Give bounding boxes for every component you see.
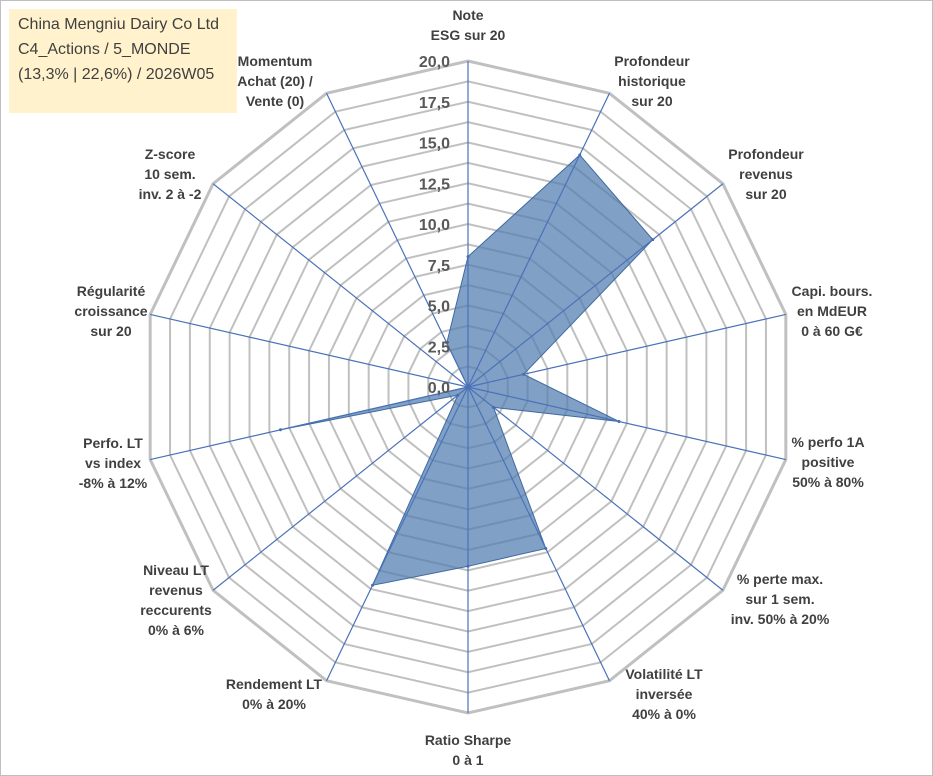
axis-label-9: Rendement LT 0% à 20% bbox=[226, 676, 323, 712]
spoke-9 bbox=[326, 386, 469, 681]
axis-label-line: Profondeur bbox=[614, 53, 690, 69]
spoke-6 bbox=[467, 386, 724, 591]
axis-label-line: Ratio Sharpe bbox=[425, 732, 512, 748]
axis-label-line: sur 20 bbox=[631, 93, 672, 109]
radar-spokes bbox=[150, 61, 786, 713]
axis-label-10: Niveau LT revenus reccurents 0% à 6% bbox=[140, 562, 212, 638]
axis-label-line: inversée bbox=[636, 686, 693, 702]
axis-label-5: % perfo 1A positive 50% à 80% bbox=[791, 434, 864, 490]
axis-label-line: Niveau LT bbox=[143, 562, 209, 578]
spoke-10 bbox=[212, 386, 469, 591]
axis-label-line: ESG sur 20 bbox=[431, 27, 506, 43]
axis-label-line: 40% à 0% bbox=[632, 706, 696, 722]
axis-label-line: Profondeur bbox=[728, 146, 804, 162]
axis-label-line: Z-score bbox=[145, 146, 196, 162]
axis-label-line: vs index bbox=[85, 455, 141, 471]
spoke-5 bbox=[467, 386, 786, 461]
axis-label-line: % perfo 1A bbox=[791, 434, 864, 450]
axis-label-line: Note bbox=[452, 7, 483, 23]
chart-title-line-3: (13,3% | 22,6%) / 2026W05 bbox=[18, 66, 215, 83]
tick-label: 15,0 bbox=[419, 136, 450, 153]
tick-label: 5,0 bbox=[428, 299, 450, 316]
spoke-3 bbox=[467, 183, 724, 388]
axis-label-line: 50% à 80% bbox=[792, 474, 864, 490]
tick-label: 2,5 bbox=[428, 339, 450, 356]
axis-labels: Note ESG sur 20 Profondeur historique sur 20… bbox=[74, 7, 872, 768]
axis-label-line: Perfo. LT bbox=[83, 435, 143, 451]
chart-title-line-1: China Mengniu Dairy Co Ltd bbox=[18, 16, 219, 33]
axis-label-2: Profondeur historique sur 20 bbox=[614, 53, 690, 109]
axis-label-line: inv. 2 à -2 bbox=[139, 186, 202, 202]
axis-label-7: Volatilité LT inversée 40% à 0% bbox=[625, 666, 703, 722]
axis-label-13: Z-score 10 sem. inv. 2 à -2 bbox=[139, 146, 202, 202]
spoke-12 bbox=[150, 313, 469, 388]
axis-label-line: historique bbox=[618, 73, 686, 89]
axis-label-line: Volatilité LT bbox=[625, 666, 703, 682]
series-area-1 bbox=[280, 154, 654, 586]
axis-label-line: croissance bbox=[74, 303, 147, 319]
axis-label-line: inv. 50% à 20% bbox=[731, 611, 830, 627]
axis-label-line: Achat (20) / bbox=[237, 73, 313, 89]
tick-label: 20,0 bbox=[419, 54, 450, 71]
axis-label-line: revenus bbox=[739, 166, 793, 182]
axis-label-line: sur 1 sem. bbox=[745, 591, 814, 607]
axis-label-line: revenus bbox=[149, 582, 203, 598]
spoke-7 bbox=[467, 386, 610, 681]
axis-label-line: % perte max. bbox=[737, 571, 823, 587]
axis-label-line: Vente (0) bbox=[246, 93, 304, 109]
axis-label-14: Momentum Achat (20) / Vente (0) bbox=[237, 53, 313, 109]
spoke-11 bbox=[150, 386, 469, 461]
tick-label: 10,0 bbox=[419, 217, 450, 234]
axis-label-line: en MdEUR bbox=[797, 303, 867, 319]
chart-title-box: China Mengniu Dairy Co Ltd C4_Actions / … bbox=[9, 9, 237, 113]
tick-label: 17,5 bbox=[419, 95, 450, 112]
axis-label-line: Capi. bours. bbox=[792, 283, 873, 299]
tick-label: 0,0 bbox=[428, 380, 450, 397]
axis-label-line: 0 à 60 G€ bbox=[801, 323, 863, 339]
axis-label-line: Rendement LT bbox=[226, 676, 323, 692]
axis-label-line: 0% à 6% bbox=[148, 622, 205, 638]
axis-label-1: Note ESG sur 20 bbox=[431, 7, 506, 43]
axis-label-line: Momentum bbox=[238, 53, 313, 69]
spoke-14 bbox=[326, 93, 469, 388]
axis-label-line: sur 20 bbox=[90, 323, 131, 339]
axis-label-8: Ratio Sharpe 0 à 1 bbox=[425, 732, 512, 768]
axis-label-line: 0 à 1 bbox=[452, 752, 483, 768]
axis-label-line: -8% à 12% bbox=[79, 475, 148, 491]
axis-label-6: % perte max. sur 1 sem. inv. 50% à 20% bbox=[731, 571, 830, 627]
axis-label-line: Régularité bbox=[77, 283, 146, 299]
chart-title-line-2: C4_Actions / 5_MONDE bbox=[18, 41, 191, 58]
tick-label: 7,5 bbox=[428, 258, 450, 275]
axis-label-4: Capi. bours. en MdEUR 0 à 60 G€ bbox=[792, 283, 873, 339]
axis-label-line: 10 sem. bbox=[144, 166, 195, 182]
radar-series-layer bbox=[278, 153, 655, 587]
spoke-13 bbox=[212, 183, 469, 388]
axis-label-line: positive bbox=[802, 454, 855, 470]
axis-label-12: Régularité croissance sur 20 bbox=[74, 283, 147, 339]
radial-tick-labels: 0,0 2,5 5,0 7,5 10,0 12,5 15,0 17,5 20,0 bbox=[419, 54, 450, 397]
axis-label-3: Profondeur revenus sur 20 bbox=[728, 146, 804, 202]
axis-label-11: Perfo. LT vs index -8% à 12% bbox=[79, 435, 148, 491]
axis-label-line: 0% à 20% bbox=[242, 696, 306, 712]
axis-label-line: reccurents bbox=[140, 602, 212, 618]
axis-label-line: sur 20 bbox=[745, 186, 786, 202]
spoke-4 bbox=[467, 313, 786, 388]
spoke-2 bbox=[467, 93, 610, 388]
tick-label: 12,5 bbox=[419, 176, 450, 193]
